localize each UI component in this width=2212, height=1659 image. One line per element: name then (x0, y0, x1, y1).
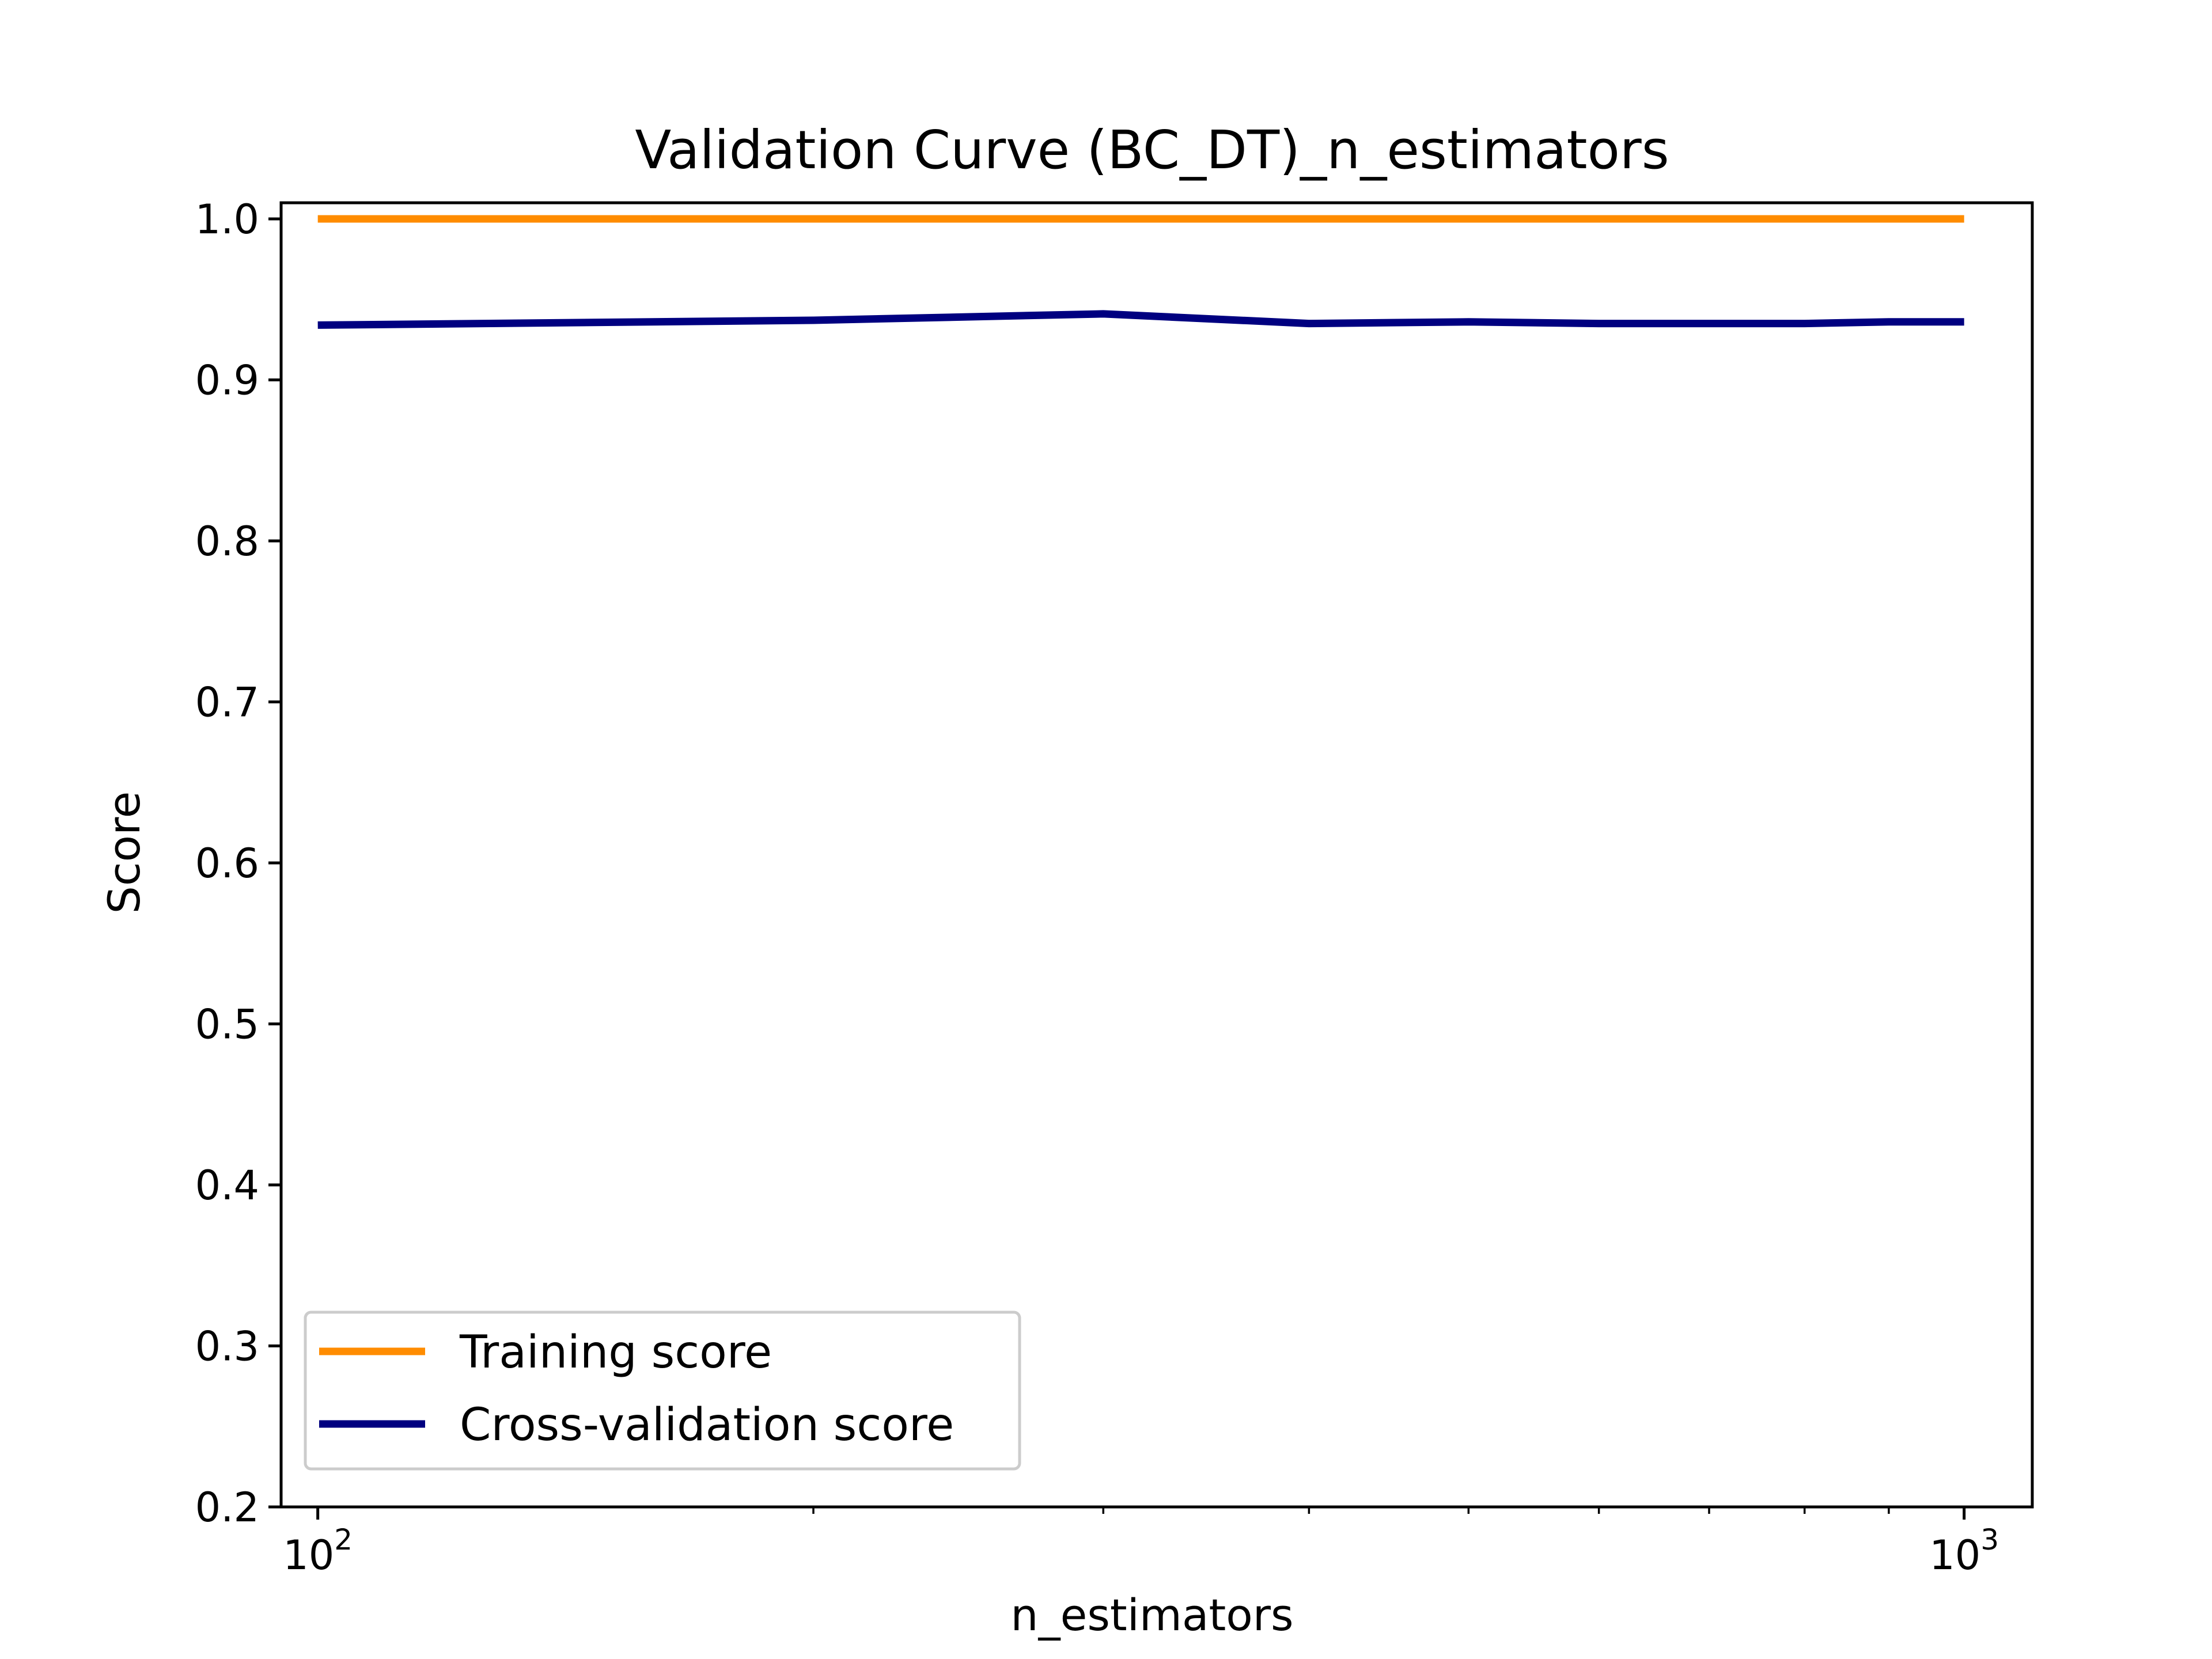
legend-label: Training score (459, 1327, 772, 1378)
x-tick-label: 103 (1929, 1523, 1999, 1579)
y-tick-label: 0.2 (195, 1484, 259, 1531)
axes-frame (279, 201, 2034, 1509)
y-tick-label: 1.0 (195, 196, 259, 243)
chart-title: Validation Curve (BC_DT)_n_estimators (635, 119, 1669, 181)
y-tick-label: 0.8 (195, 518, 259, 565)
x-tick-label: 102 (283, 1523, 353, 1579)
y-tick-label: 0.5 (195, 1001, 259, 1048)
x-tick-label-base: 10 (1929, 1532, 1980, 1579)
series-line-cross-validation-score (317, 310, 1964, 329)
y-axis-label: Score (99, 791, 150, 914)
x-tick-label-exponent: 2 (334, 1523, 353, 1556)
y-tick-label: 0.9 (195, 357, 259, 404)
x-axis-label: n_estimators (1010, 1589, 1293, 1641)
legend-label: Cross-validation score (460, 1399, 954, 1451)
y-tick-label: 0.7 (195, 679, 259, 726)
legend-box (304, 1310, 1021, 1471)
y-tick-label: 0.3 (195, 1323, 259, 1370)
x-tick-label-base: 10 (283, 1532, 334, 1579)
x-tick-label-exponent: 3 (1980, 1523, 1999, 1556)
y-tick-label: 0.6 (195, 840, 259, 887)
y-tick-label: 0.4 (195, 1162, 259, 1209)
